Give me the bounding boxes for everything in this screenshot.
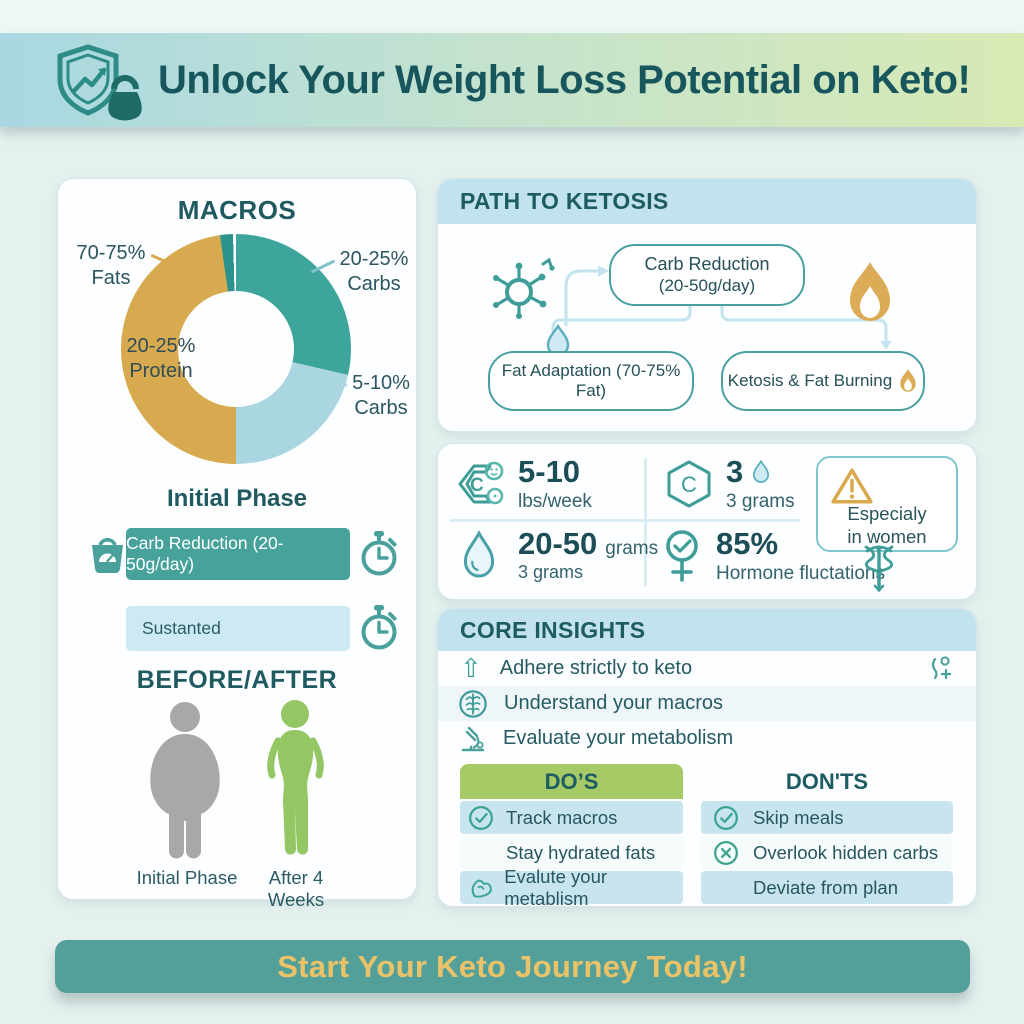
brain-icon: [459, 689, 487, 718]
top-strip: [0, 0, 1024, 33]
hexagon-c-icon: C: [667, 460, 711, 508]
path-panel-header: PATH TO KETOSIS: [438, 179, 976, 224]
dos-row: Track macros: [460, 801, 683, 834]
flow-node-ketosis: Ketosis & Fat Burning: [721, 351, 925, 411]
stat-label: lbs/week: [518, 491, 592, 512]
warning-icon: [831, 468, 873, 504]
cta-banner[interactable]: Start Your Keto Journey Today!: [55, 940, 970, 993]
stat-value: 20-50: [518, 526, 598, 561]
muscle-icon: [471, 879, 492, 898]
path-to-ketosis-panel: PATH TO KETOSIS: [437, 178, 977, 432]
female-check-icon: [666, 530, 698, 582]
stat-suffix: grams: [605, 538, 659, 559]
svg-text:C: C: [470, 475, 484, 496]
stopwatch-icon: [361, 605, 397, 650]
stopwatch-icon: [361, 531, 397, 576]
flame-icon: [850, 262, 890, 321]
header-banner: Unlock Your Weight Loss Potential on Ket…: [0, 33, 1024, 127]
stat-label: 3 grams: [518, 562, 584, 582]
stat-hormones: 85% Hormone fluctations: [716, 528, 885, 585]
insights-header: CORE INSIGHTS: [438, 609, 976, 651]
cta-label: Start Your Keto Journey Today!: [277, 948, 748, 984]
stat-value: 85%: [716, 526, 779, 561]
stat-label: 3 grams: [726, 491, 795, 512]
insight-row: Evaluate your metabolism: [438, 721, 976, 756]
stats-divider-horizontal: [450, 519, 800, 522]
donut-label-carbs: 20-25% Carbs: [339, 248, 409, 295]
step2-button[interactable]: Sustanted: [126, 606, 350, 651]
stats-panel: C 5-10 lbs/week C 3 3 grams: [437, 443, 977, 600]
dos-row: Stay hydrated fats: [460, 836, 683, 869]
stat-weight-loss: 5-10 lbs/week: [518, 456, 592, 513]
shield-trend-kettlebell-icon: [57, 44, 142, 121]
insight-row: Understand your macros: [438, 686, 976, 721]
dos-row: Evalute your metablism: [460, 866, 683, 909]
scale-bag-icon: [92, 538, 123, 574]
flow-node-fat-adaptation: Fat Adaptation (70-75% Fat): [488, 351, 694, 411]
check-circle-icon: [469, 805, 493, 830]
stat-value: 5-10: [518, 454, 581, 489]
step1-button[interactable]: Carb Reduction (20-50g/day): [126, 528, 350, 580]
flow-node-carb-reduction: Carb Reduction (20-50g/day): [609, 244, 805, 306]
svg-text:C: C: [681, 472, 697, 497]
core-insights-panel: CORE INSIGHTS ⇧ Adhere strictly to keto …: [437, 608, 977, 909]
macros-panel: MACROS 70-75% Fats 20-25% Carbs 20-25% P…: [57, 178, 417, 910]
insight-row: ⇧ Adhere strictly to keto: [438, 651, 976, 686]
stat-net-carbs: 3 3 grams: [726, 456, 795, 513]
donts-header: DON'TS: [701, 764, 953, 799]
check-circle-icon: [714, 805, 738, 830]
donut-label-fats: 70-75% Fats: [76, 242, 146, 289]
dos-column: DO’S Track macros Stay hydrated fats Eva…: [460, 764, 683, 909]
donts-column: DON'TS Skip meals Overlook hidden carbs …: [701, 764, 953, 904]
women-note-box: Especialy in women: [816, 456, 958, 552]
path-panel-title: PATH TO KETOSIS: [460, 188, 669, 214]
carbon-molecule-icon: C: [458, 461, 504, 505]
up-arrow-icon: ⇧: [460, 653, 482, 684]
molecule-icon: [493, 257, 555, 319]
insights-title: CORE INSIGHTS: [460, 616, 646, 643]
after-figure: [267, 700, 324, 855]
x-circle-icon: [714, 840, 738, 865]
initial-phase-heading: Initial Phase: [166, 485, 308, 512]
donut-label-netcarbs: 5-10% Carbs: [352, 372, 410, 419]
macros-title: MACROS: [177, 195, 297, 225]
before-after-heading: BEFORE/AFTER: [136, 666, 338, 694]
donts-row: Overlook hidden carbs: [701, 836, 953, 869]
donut-label-protein: 20-25% Protein: [126, 335, 196, 382]
droplet-small-icon: [753, 459, 770, 483]
after-figure-label: After 4 Weeks: [267, 867, 325, 910]
stat-carb-range: 20-50 grams 3 grams: [518, 528, 658, 583]
page-title: Unlock Your Weight Loss Potential on Ket…: [158, 57, 971, 102]
microscope-icon: [461, 726, 485, 751]
donts-row: Deviate from plan: [701, 871, 953, 904]
flame-small-icon: [900, 369, 916, 392]
before-figure-label: Initial Phase: [136, 867, 238, 888]
donts-row: Skip meals: [701, 801, 953, 834]
women-note-text: Especialy in women: [847, 503, 927, 548]
caduceus-icon: [864, 545, 894, 592]
stat-label: Hormone fluctations: [716, 563, 885, 584]
stats-divider-vertical: [644, 458, 647, 586]
body-scan-icon: [931, 655, 952, 679]
before-figure: [150, 702, 220, 859]
stat-value: 3: [726, 454, 744, 489]
droplet-icon: [463, 530, 495, 578]
dos-header: DO’S: [460, 764, 683, 799]
